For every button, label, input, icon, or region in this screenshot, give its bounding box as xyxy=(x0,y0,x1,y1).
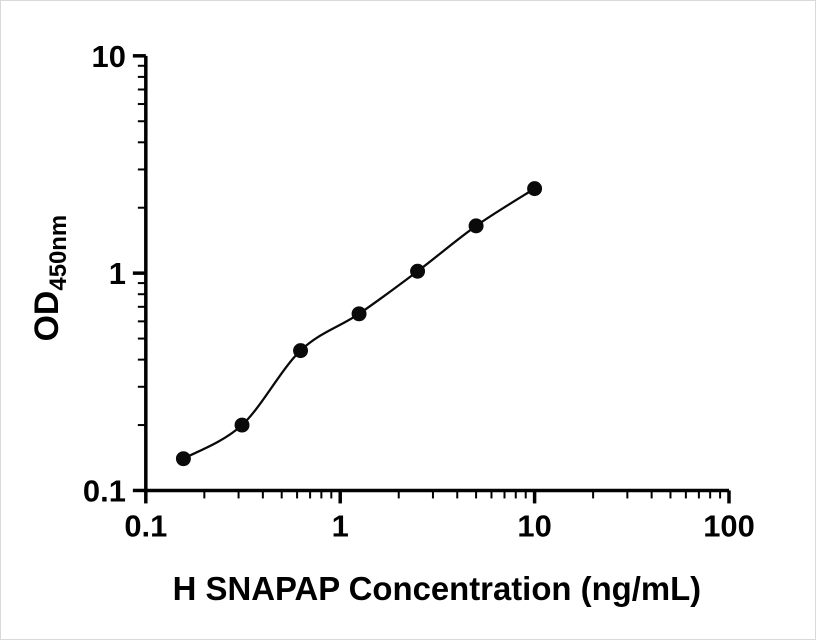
x-tick-label: 10 xyxy=(517,508,551,543)
x-tick-label: 0.1 xyxy=(124,508,167,543)
y-tick-label: 0.1 xyxy=(83,473,126,508)
data-point xyxy=(175,451,191,467)
data-point xyxy=(527,181,543,197)
y-tick-label: 10 xyxy=(92,39,126,74)
tick-labels-layer: 0.1 1 10 100 0.1 1 10 xyxy=(83,39,755,544)
data-point xyxy=(410,263,426,279)
y-tick-label: 1 xyxy=(109,256,126,291)
x-tick-label: 1 xyxy=(332,508,349,543)
axes-layer xyxy=(132,54,731,504)
x-tick-label: 100 xyxy=(703,508,755,543)
data-point xyxy=(351,306,367,322)
x-axis-title-text: H SNAPAP Concentration (ng/mL) xyxy=(173,570,701,607)
data-point xyxy=(293,343,309,359)
data-point xyxy=(234,417,250,433)
y-axis-title-prefix: OD xyxy=(28,291,66,342)
x-axis-title: H SNAPAP Concentration (ng/mL) xyxy=(173,570,701,607)
data-points-layer xyxy=(175,181,543,467)
data-point xyxy=(468,218,484,234)
axis-spines xyxy=(144,55,729,493)
y-axis-title: OD450nm xyxy=(28,215,72,342)
y-axis-title-subscript: 450nm xyxy=(45,215,72,291)
